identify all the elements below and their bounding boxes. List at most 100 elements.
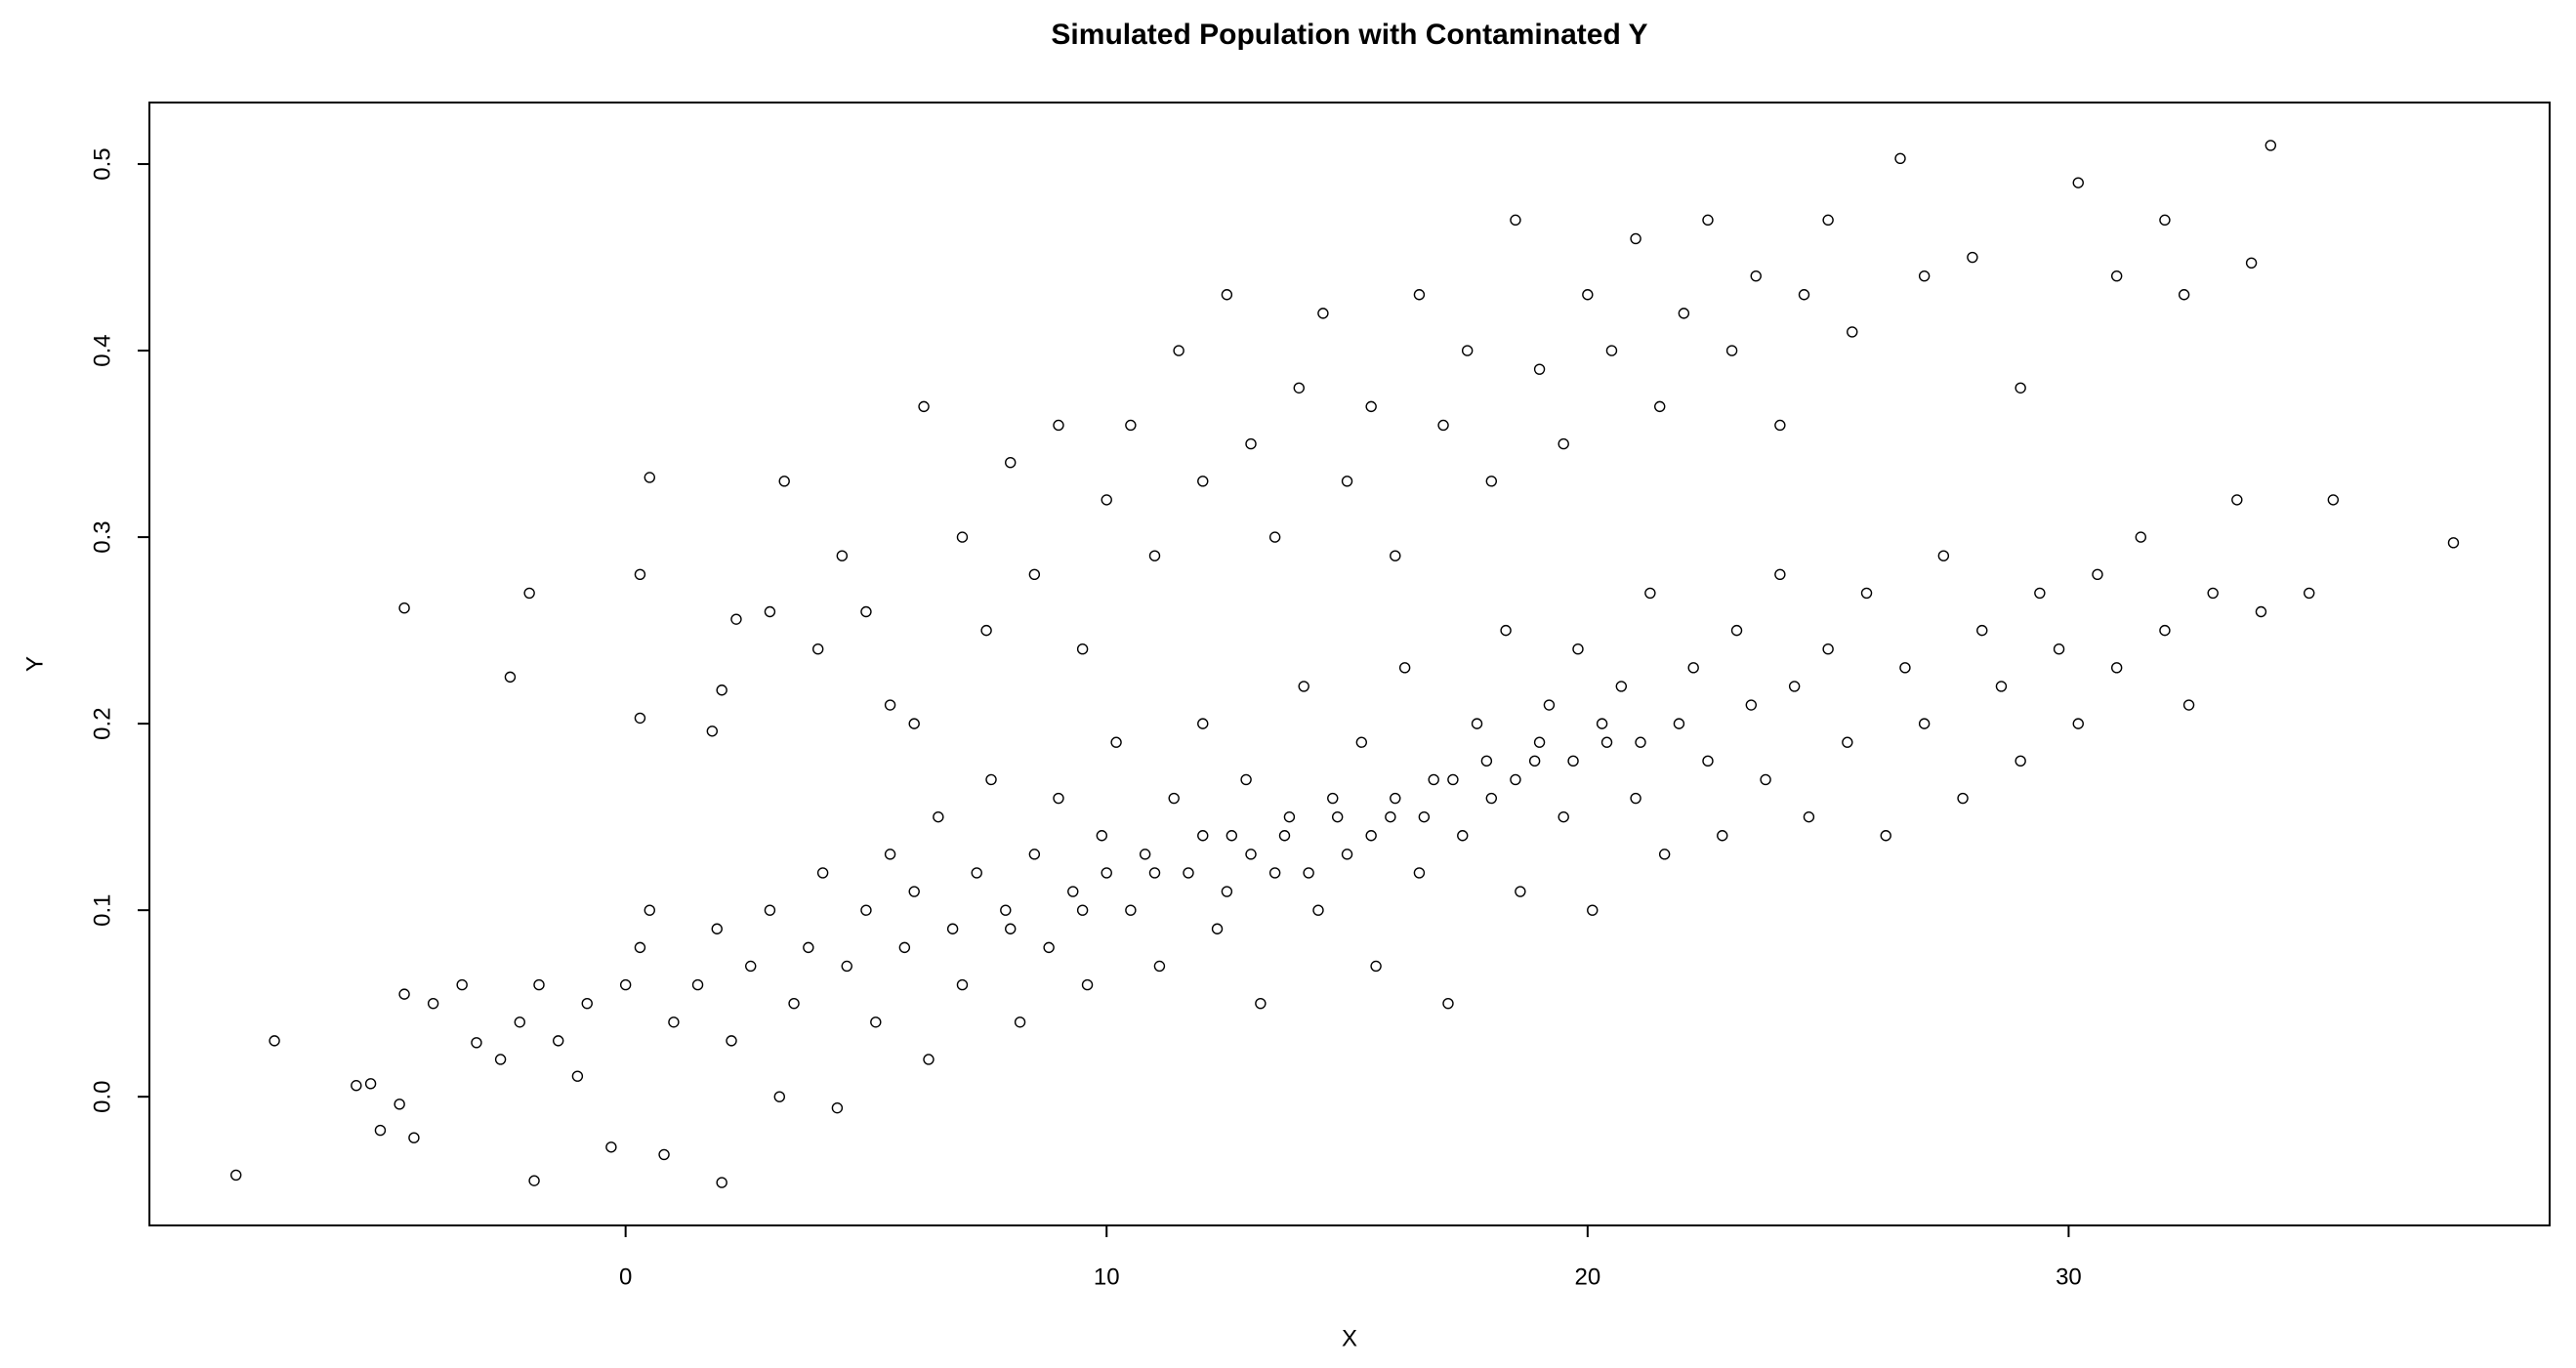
point	[1543, 699, 1556, 711]
point	[1995, 681, 2008, 692]
point	[1413, 867, 1426, 879]
point	[1312, 904, 1324, 916]
point	[2447, 537, 2460, 549]
point	[1635, 736, 1646, 748]
point	[745, 960, 757, 973]
point	[1283, 810, 1296, 823]
point	[2072, 718, 2084, 729]
y-tick-label: 0.2	[89, 707, 115, 739]
point	[1076, 643, 1089, 655]
point	[1510, 773, 1521, 786]
point	[1447, 773, 1459, 786]
point	[1485, 792, 1498, 805]
point	[1937, 550, 1950, 561]
point	[716, 684, 727, 696]
point	[1110, 736, 1122, 748]
point	[1760, 773, 1771, 786]
point	[1053, 419, 1064, 432]
point	[1596, 718, 1608, 729]
point	[1822, 643, 1834, 655]
point	[1630, 232, 1641, 245]
point	[1240, 773, 1252, 786]
point	[923, 1054, 935, 1065]
point	[884, 699, 896, 711]
point	[427, 997, 439, 1010]
point	[788, 997, 800, 1010]
point	[1798, 289, 1810, 301]
point	[1268, 531, 1281, 543]
y-tick-label: 0.0	[89, 1081, 115, 1113]
point	[1471, 718, 1483, 729]
chart-title: Simulated Population with Contaminated Y	[1051, 19, 1647, 51]
point	[2327, 494, 2340, 506]
point	[2182, 699, 2195, 711]
point	[908, 718, 920, 729]
point	[1745, 699, 1758, 711]
point	[860, 904, 872, 916]
point	[1303, 867, 1314, 879]
point	[2207, 587, 2219, 600]
point	[985, 773, 997, 786]
point	[1860, 587, 1873, 600]
point	[1644, 587, 1656, 600]
point	[1418, 810, 1431, 823]
point	[1148, 867, 1161, 879]
point	[668, 1016, 680, 1028]
point	[1197, 476, 1209, 487]
point	[1005, 456, 1017, 469]
point	[1654, 400, 1666, 413]
point	[1226, 830, 1238, 842]
point	[2015, 382, 2026, 394]
point	[634, 568, 646, 581]
point	[1183, 867, 1194, 879]
point	[918, 400, 930, 413]
point	[884, 849, 896, 860]
point	[1533, 736, 1546, 748]
point	[571, 1070, 584, 1082]
point	[394, 1099, 405, 1110]
point	[1298, 681, 1309, 692]
point	[2015, 755, 2026, 767]
point	[2159, 214, 2171, 227]
point	[1398, 662, 1411, 674]
point	[374, 1124, 387, 1137]
point	[1268, 867, 1281, 879]
point	[1168, 792, 1180, 805]
point	[351, 1080, 362, 1092]
point	[504, 671, 517, 684]
x-tick-label: 30	[2056, 1264, 2082, 1290]
point	[1480, 755, 1493, 767]
point	[1125, 419, 1137, 432]
point	[1558, 437, 1569, 450]
point	[1139, 849, 1151, 860]
y-tick-label: 0.4	[89, 334, 115, 366]
point	[1125, 904, 1137, 916]
point	[1245, 437, 1257, 450]
point	[1014, 1016, 1026, 1028]
y-tick-label: 0.3	[89, 520, 115, 553]
point	[2231, 494, 2243, 506]
point	[1067, 886, 1079, 897]
point	[644, 472, 655, 483]
point	[1702, 755, 1714, 767]
point	[956, 531, 969, 543]
x-tick-label: 20	[1574, 1264, 1600, 1290]
point	[1457, 830, 1469, 842]
point	[514, 1016, 525, 1028]
point	[1076, 904, 1089, 916]
point	[1803, 810, 1815, 823]
point	[1500, 624, 1512, 637]
point	[1101, 867, 1112, 879]
point	[1005, 923, 1017, 934]
point	[1370, 960, 1382, 973]
point	[494, 1054, 507, 1065]
point	[1331, 810, 1344, 823]
point	[980, 624, 992, 637]
point	[1918, 269, 1931, 282]
point	[552, 1035, 564, 1047]
point	[1413, 289, 1426, 301]
point	[2255, 605, 2267, 618]
point	[1587, 904, 1599, 916]
point	[764, 904, 776, 916]
